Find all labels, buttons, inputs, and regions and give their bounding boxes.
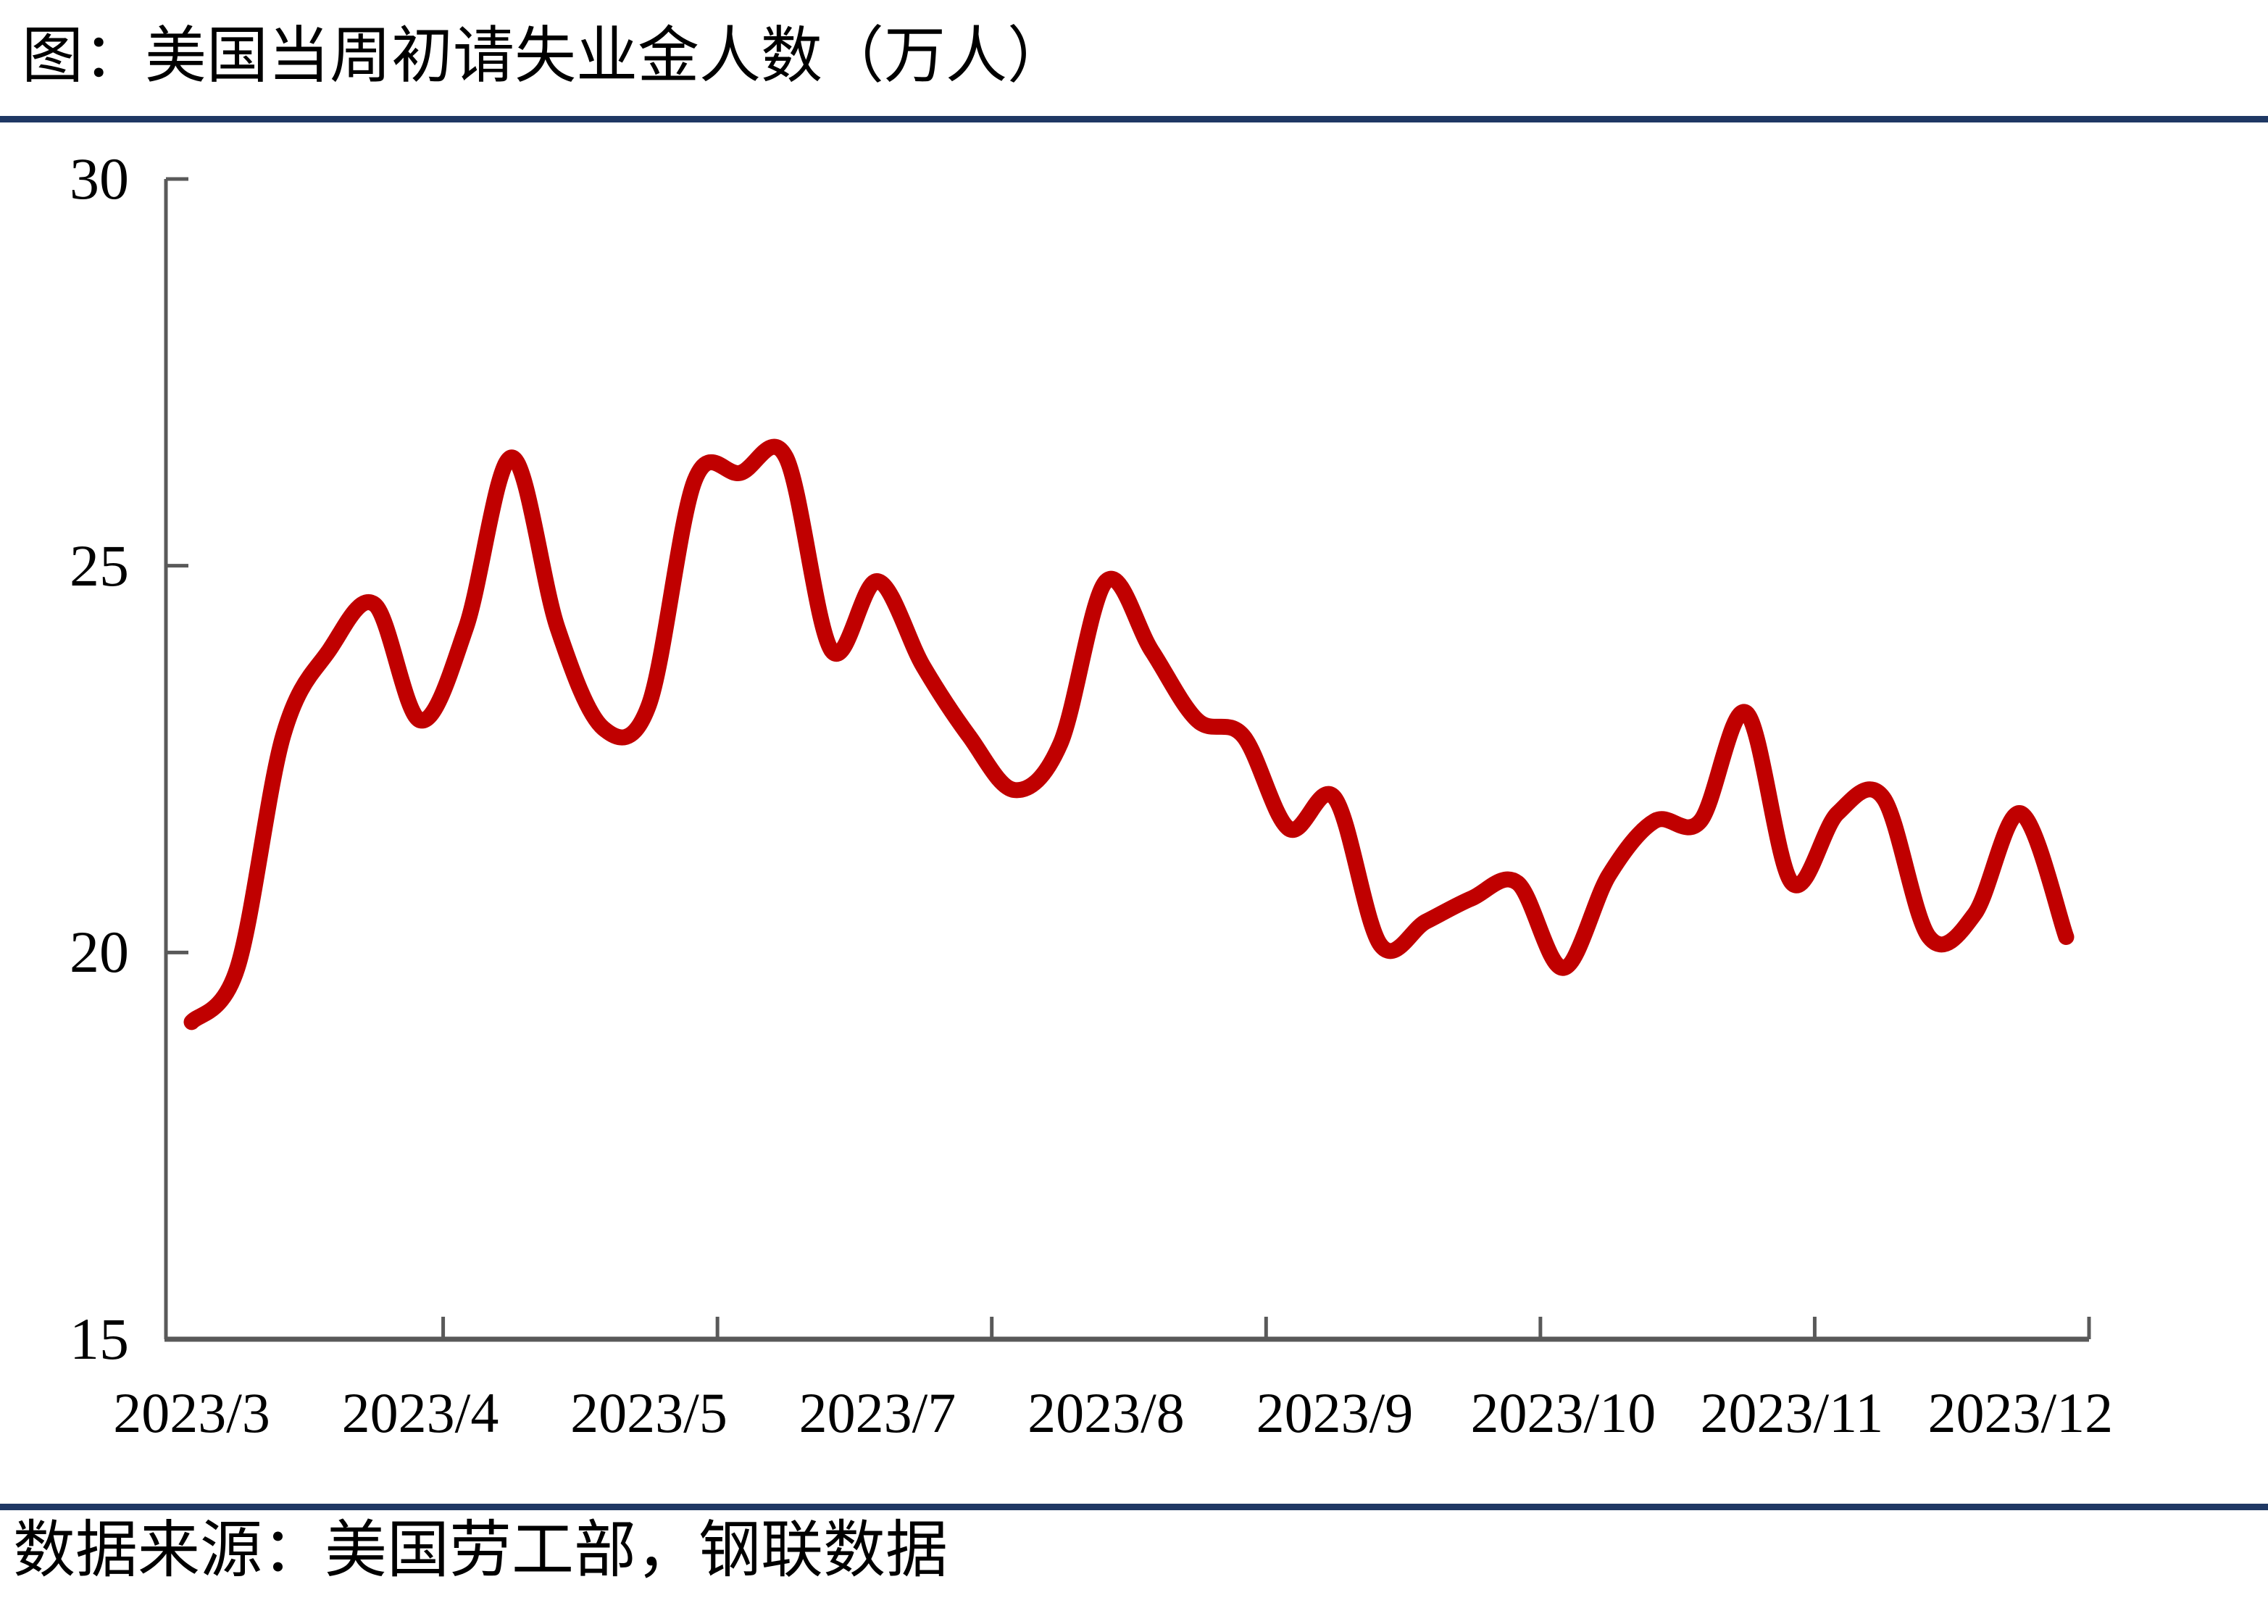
x-axis-label: 2023/9 bbox=[1256, 1381, 1414, 1444]
x-axis-label: 2023/8 bbox=[1027, 1381, 1185, 1444]
y-axis-label: 15 bbox=[70, 1306, 129, 1372]
y-axis-label: 20 bbox=[70, 919, 129, 986]
x-axis-label: 2023/12 bbox=[1927, 1381, 2114, 1444]
x-axis-label: 2023/3 bbox=[113, 1381, 270, 1444]
x-axis-label: 2023/10 bbox=[1470, 1381, 1656, 1444]
x-axis-label: 2023/4 bbox=[341, 1381, 499, 1444]
data-source-note: 数据来源：美国劳工部，钢联数据 bbox=[13, 1515, 948, 1585]
x-axis-label: 2023/11 bbox=[1700, 1381, 1884, 1444]
x-axis-label: 2023/5 bbox=[570, 1381, 727, 1444]
bottom-divider-rule bbox=[0, 1504, 2268, 1510]
jobless-claims-line bbox=[183, 438, 2075, 1030]
chart-title: 图：美国当周初请失业金人数（万人） bbox=[22, 22, 1070, 91]
top-divider-rule bbox=[0, 116, 2268, 122]
y-axis-label: 25 bbox=[70, 532, 129, 599]
y-axis-label: 30 bbox=[70, 146, 129, 212]
x-axis-label: 2023/7 bbox=[799, 1381, 956, 1444]
